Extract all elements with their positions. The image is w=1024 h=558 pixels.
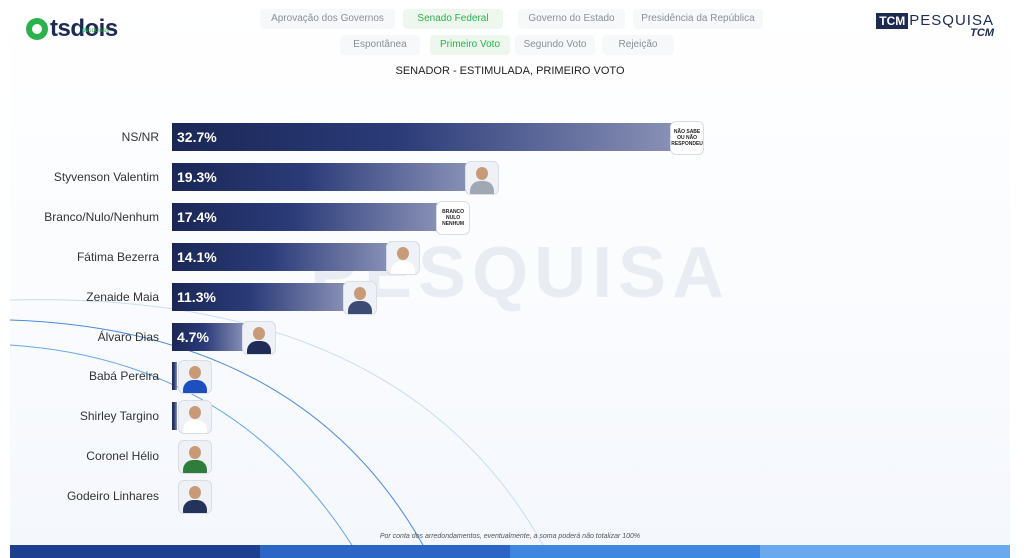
- tcm-word: PESQUISA: [909, 12, 994, 29]
- category-label: Zenaide Maia: [86, 289, 159, 304]
- footnote: Por conta dos arredondamentos, eventualm…: [379, 533, 641, 540]
- body-shape: [183, 380, 207, 394]
- logo-subtitle: pesquisas: [82, 28, 110, 34]
- bar: [172, 362, 177, 391]
- head-shape: [189, 366, 201, 380]
- category-label: Álvaro Dias: [97, 329, 159, 344]
- body-shape: [183, 460, 207, 474]
- tab-aprova-o-dos-governos[interactable]: Aprovação dos Governos: [260, 9, 395, 29]
- poll-dashboard: tsdois pesquisas TCM PESQUISA TCM Aprova…: [10, 0, 1010, 558]
- bar: [172, 282, 345, 311]
- bar-value-label: 32.7%: [177, 129, 217, 145]
- bar: [172, 322, 244, 351]
- candidate-photo-icon: [178, 480, 212, 515]
- bar: [172, 162, 468, 191]
- tcm-small: TCM: [970, 27, 994, 39]
- tcm-box: TCM: [876, 12, 909, 29]
- category-label: Branco/Nulo/Nenhum: [44, 209, 159, 224]
- bar-value-label: 19.3%: [177, 168, 217, 185]
- tab-espont-nea[interactable]: Espontânea: [340, 35, 420, 55]
- tab-rejei-o[interactable]: Rejeição: [602, 35, 674, 55]
- tcm-pesquisa-logo: TCM PESQUISA TCM: [876, 12, 994, 39]
- bar: [172, 402, 177, 431]
- tab-segundo-voto[interactable]: Segundo Voto: [515, 35, 595, 55]
- logo-mark-icon: [26, 18, 48, 40]
- bar-value-label: 17.4%: [177, 208, 217, 225]
- category-label: Styvenson Valentim: [53, 169, 159, 184]
- candidate-photo-icon: [241, 320, 276, 355]
- tab-presid-ncia-da-rep-blica[interactable]: Presidência da República: [633, 9, 763, 29]
- category-label: Godeiro Linhares: [66, 489, 159, 504]
- bar: [172, 202, 439, 231]
- bottom-stripe: [10, 545, 1010, 558]
- tsdois-logo: tsdois: [26, 12, 118, 46]
- head-shape: [396, 246, 409, 260]
- bar-value-label: 11.3%: [177, 288, 216, 305]
- category-label: Coronel Hélio: [86, 449, 159, 464]
- category-label: Babá Pereira: [88, 369, 159, 384]
- category-label: NS/NR: [121, 130, 159, 144]
- bar: [172, 123, 673, 151]
- bar-value-label: 4.7%: [177, 328, 209, 345]
- head-shape: [252, 326, 265, 340]
- head-shape: [353, 286, 366, 300]
- head-shape: [189, 486, 201, 500]
- candidate-photo-icon: [342, 280, 377, 315]
- category-label: Fátima Bezerra: [76, 249, 159, 264]
- chart-title: SENADOR - ESTIMULADA, PRIMEIRO VOTO: [395, 65, 625, 77]
- tab-governo-do-estado[interactable]: Governo do Estado: [518, 9, 625, 29]
- bar: [172, 242, 388, 271]
- body-shape: [390, 260, 415, 274]
- body-shape: [246, 340, 271, 354]
- category-label: Shirley Targino: [79, 409, 159, 424]
- head-shape: [189, 406, 201, 420]
- candidate-photo-icon: [178, 360, 212, 395]
- body-shape: [470, 180, 495, 194]
- bar-value-label: 14.1%: [177, 248, 217, 265]
- candidate-photo-icon: [178, 400, 212, 435]
- option-icon: BRANCO NULO NENHUM: [436, 200, 471, 235]
- candidate-photo-icon: [385, 240, 420, 275]
- body-shape: [183, 420, 207, 434]
- logo-text: tsdois: [50, 15, 118, 42]
- option-icon: NÃO SABE OU NÃO RESPONDEU: [670, 121, 705, 155]
- tab-primeiro-voto[interactable]: Primeiro Voto: [430, 35, 510, 55]
- body-shape: [347, 300, 372, 314]
- head-shape: [476, 166, 489, 180]
- candidate-photo-icon: [178, 440, 212, 475]
- candidate-photo-icon: [465, 160, 500, 195]
- body-shape: [183, 500, 207, 514]
- tab-senado-federal[interactable]: Senado Federal: [403, 9, 503, 29]
- head-shape: [189, 446, 201, 460]
